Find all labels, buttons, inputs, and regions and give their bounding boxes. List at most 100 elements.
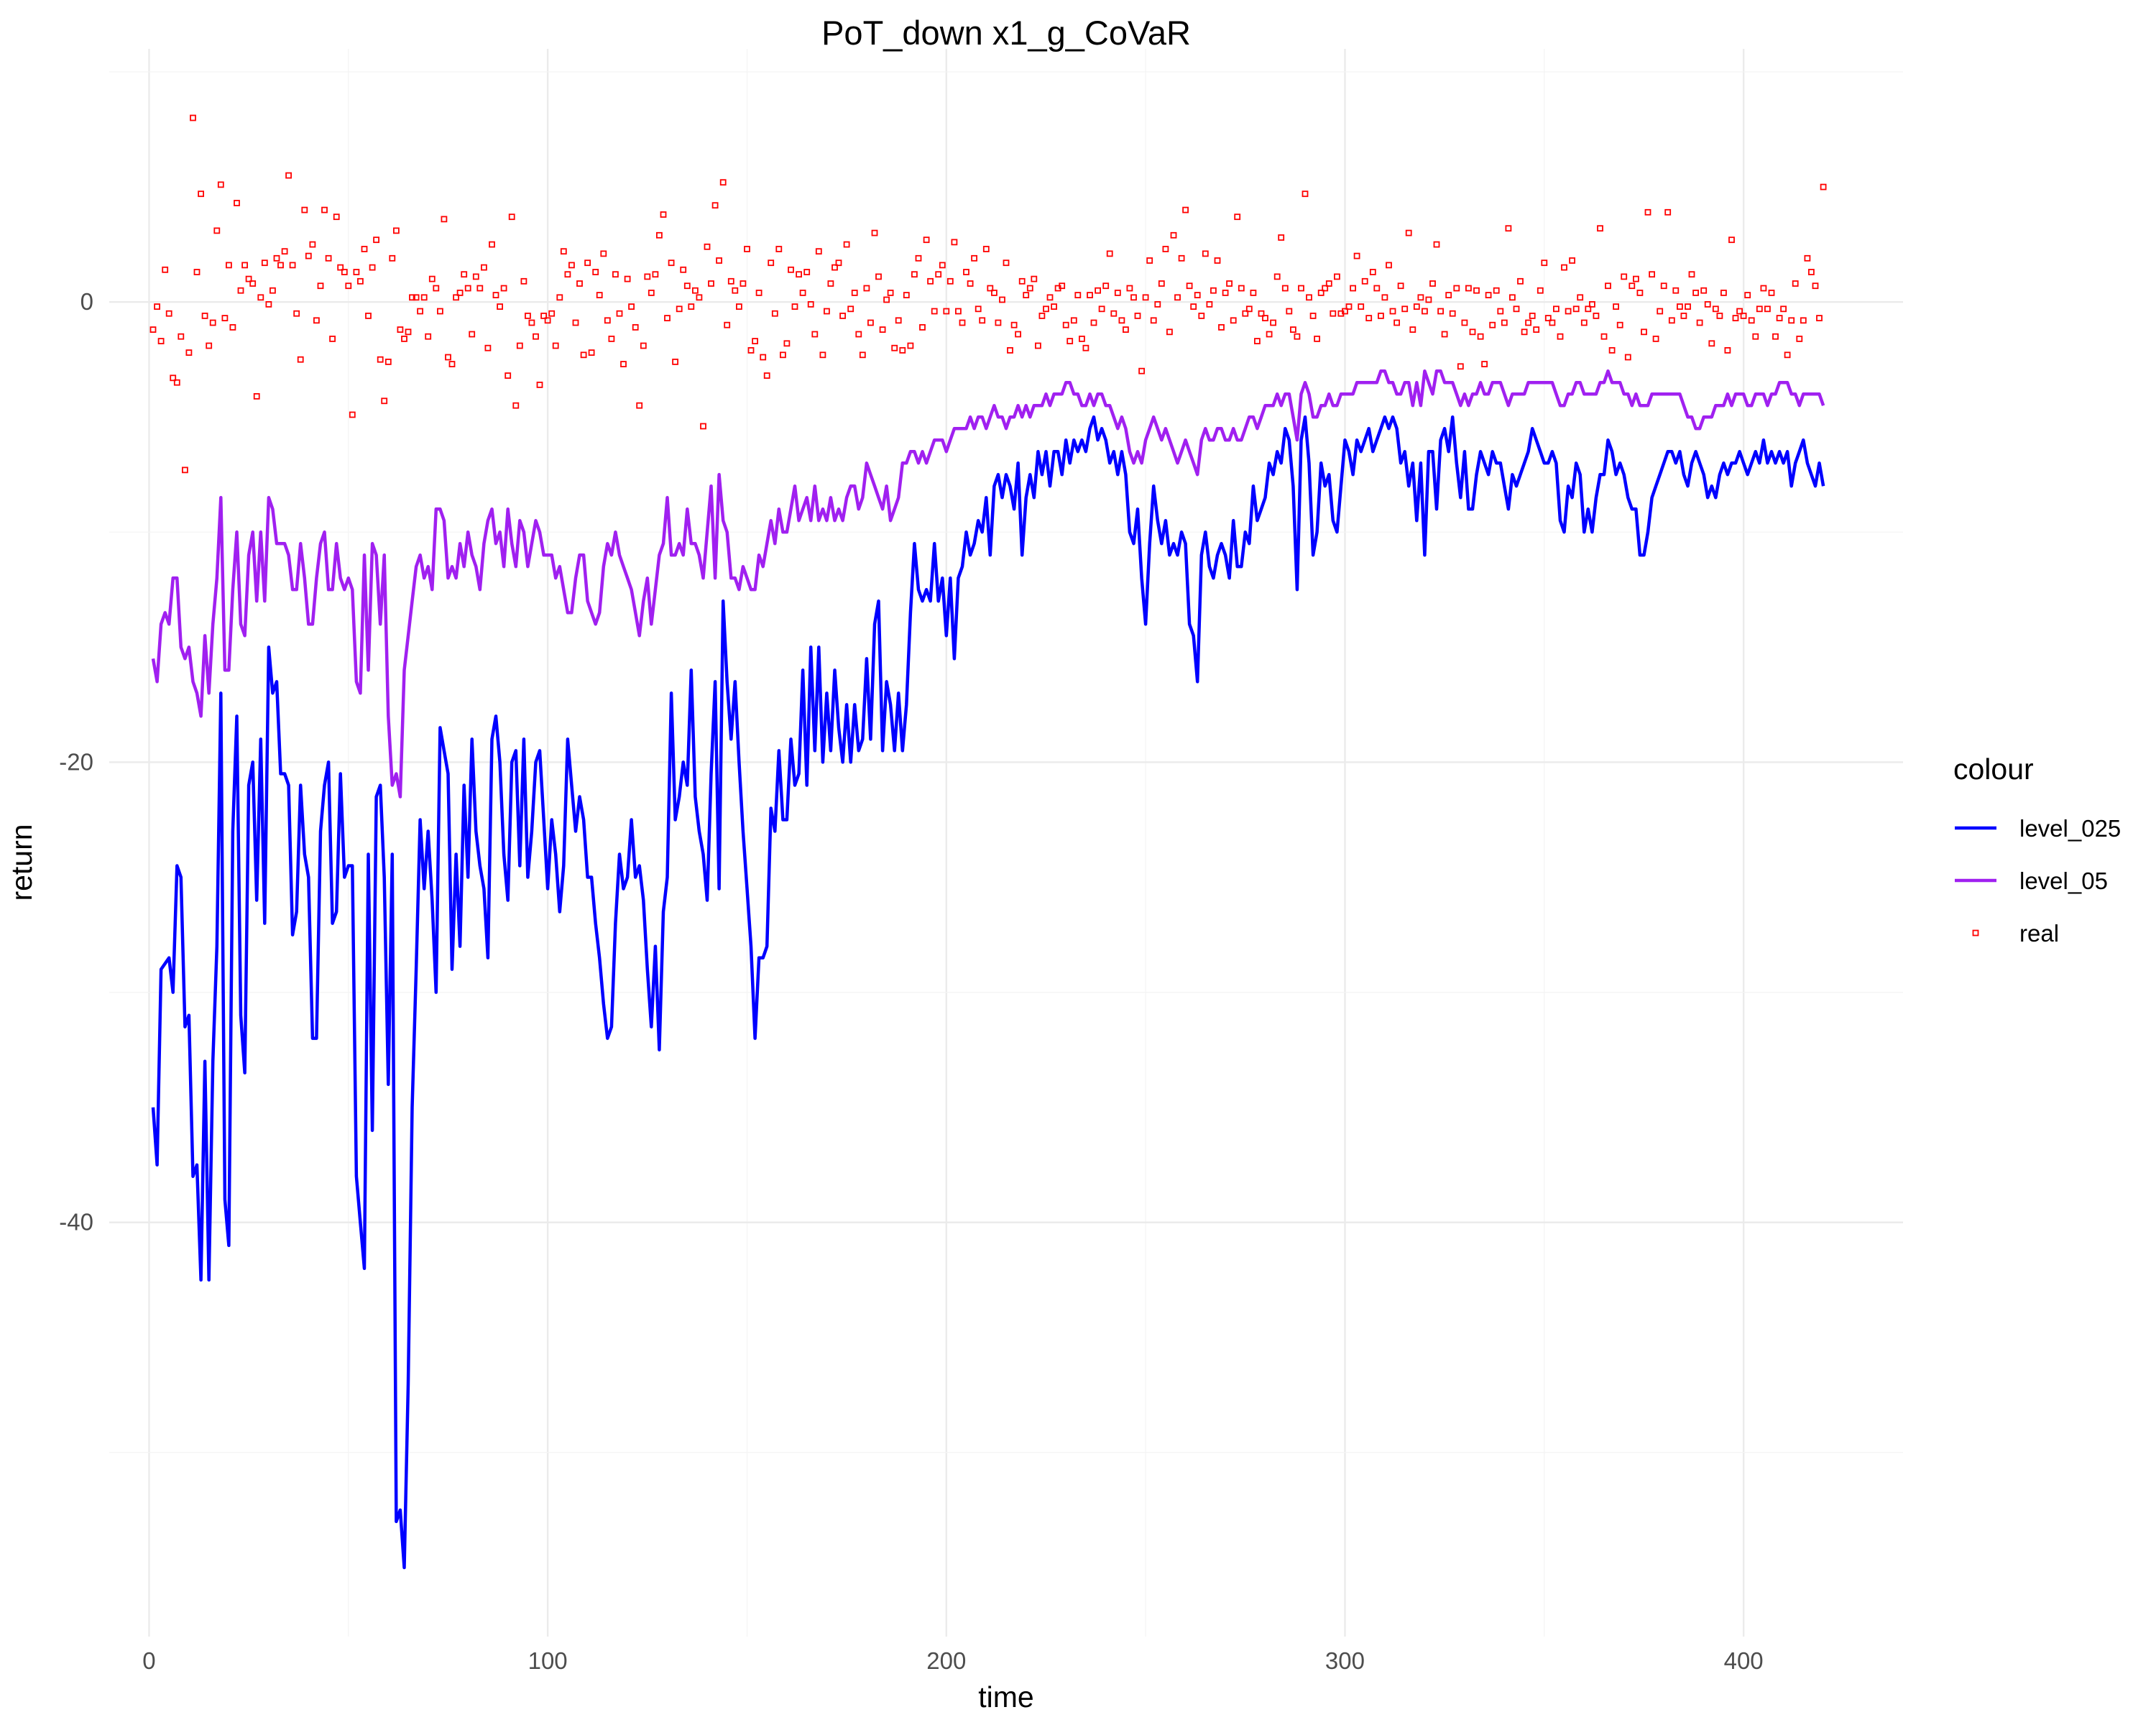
data-point-real <box>887 289 894 296</box>
data-point-real <box>1577 294 1584 301</box>
data-point-real <box>943 308 950 315</box>
data-point-real <box>533 333 539 340</box>
data-point-real <box>1544 315 1552 322</box>
data-point-real <box>736 303 742 310</box>
data-point-real <box>321 206 328 213</box>
x-axis-ticks: 0 100 200 300 400 <box>142 1647 1763 1674</box>
data-point-real <box>1580 319 1588 326</box>
data-point-real <box>1788 317 1795 324</box>
data-point-real <box>1784 351 1791 359</box>
data-point-real <box>373 236 379 244</box>
data-point-real <box>1361 277 1368 285</box>
data-point-real <box>1736 308 1743 315</box>
grid <box>109 49 1903 1637</box>
data-point-real <box>441 216 448 223</box>
data-point-real <box>1600 333 1608 340</box>
data-point-real <box>891 344 898 351</box>
data-point-real <box>1641 328 1647 336</box>
data-point-real <box>803 269 811 275</box>
data-point-real <box>1079 335 1085 342</box>
data-point-real <box>863 285 870 292</box>
data-point-real <box>1043 305 1049 313</box>
data-point-real <box>1469 328 1476 336</box>
chart-title: PoT_down x1_g_CoVaR <box>821 14 1191 52</box>
data-point-real <box>1557 333 1564 340</box>
data-point-real <box>1636 289 1644 296</box>
data-point-real <box>1505 225 1512 232</box>
data-point-real <box>1365 315 1373 322</box>
data-point-real <box>982 246 990 252</box>
data-point-real <box>313 317 320 324</box>
y-axis-title: return <box>5 824 38 901</box>
data-point-real <box>1441 331 1448 338</box>
data-point-real <box>1389 308 1396 315</box>
data-point-real <box>799 289 806 296</box>
data-point-real <box>1585 305 1592 313</box>
data-point-real <box>234 200 240 206</box>
data-point-real <box>277 262 284 269</box>
data-point-real <box>807 300 814 308</box>
data-point-real <box>1281 285 1289 292</box>
data-point-real <box>1621 273 1628 280</box>
data-point-real <box>170 374 177 382</box>
data-point-real <box>1756 305 1763 313</box>
data-point-real <box>1210 287 1217 294</box>
data-point-real <box>556 294 563 301</box>
data-point-real <box>648 289 655 296</box>
data-point-real <box>433 285 440 292</box>
legend-title: colour <box>1953 753 2034 786</box>
data-point-real <box>1676 303 1683 310</box>
data-point-real <box>724 321 731 328</box>
data-point-real <box>456 289 464 296</box>
data-point-real <box>640 342 647 349</box>
data-point-real <box>1796 335 1803 342</box>
data-point-real <box>356 277 364 285</box>
data-point-real <box>520 277 528 285</box>
data-point-real <box>568 262 575 269</box>
data-point-real <box>1023 292 1030 299</box>
data-point-real <box>309 241 316 248</box>
data-point-real <box>711 202 719 209</box>
series-level_05 <box>151 369 1825 799</box>
data-point-real <box>1533 326 1540 334</box>
data-point-real <box>516 342 523 349</box>
data-point-real <box>1780 305 1787 313</box>
data-point-real <box>1198 312 1205 319</box>
data-point-real <box>157 338 165 345</box>
data-point-real <box>1174 294 1181 301</box>
data-point-real <box>365 312 372 319</box>
data-point-real <box>652 271 659 278</box>
data-point-real <box>596 292 603 299</box>
data-point-real <box>1537 287 1544 294</box>
data-point-real <box>162 266 169 273</box>
data-point-real <box>680 266 687 273</box>
data-point-real <box>149 326 157 334</box>
data-point-real <box>409 294 415 301</box>
data-point-real <box>213 227 221 234</box>
data-point-real <box>760 354 767 361</box>
data-point-real <box>1226 280 1233 287</box>
data-point-real <box>1334 273 1340 280</box>
data-point-real <box>448 361 456 368</box>
data-point-real <box>1680 312 1687 319</box>
data-point-real <box>859 351 866 359</box>
series-line-level_025 <box>151 415 1825 1570</box>
data-point-real <box>899 346 906 354</box>
x-tick-label: 400 <box>1724 1647 1764 1674</box>
data-point-real <box>1712 305 1719 313</box>
legend-label: level_05 <box>2019 868 2108 894</box>
data-point-real <box>1325 280 1332 287</box>
data-point-real <box>1258 310 1265 317</box>
data-point-real <box>469 331 476 338</box>
data-point-real <box>540 312 547 319</box>
data-point-real <box>851 289 858 296</box>
data-point-real <box>780 351 786 359</box>
legend-key-point <box>1972 929 1979 937</box>
data-point-real <box>608 335 615 342</box>
data-point-real <box>867 319 874 326</box>
data-point-real <box>165 310 172 317</box>
data-point-real <box>644 273 651 280</box>
data-point-real <box>1238 285 1245 292</box>
data-point-real <box>1569 257 1576 264</box>
legend-label: real <box>2019 920 2059 947</box>
